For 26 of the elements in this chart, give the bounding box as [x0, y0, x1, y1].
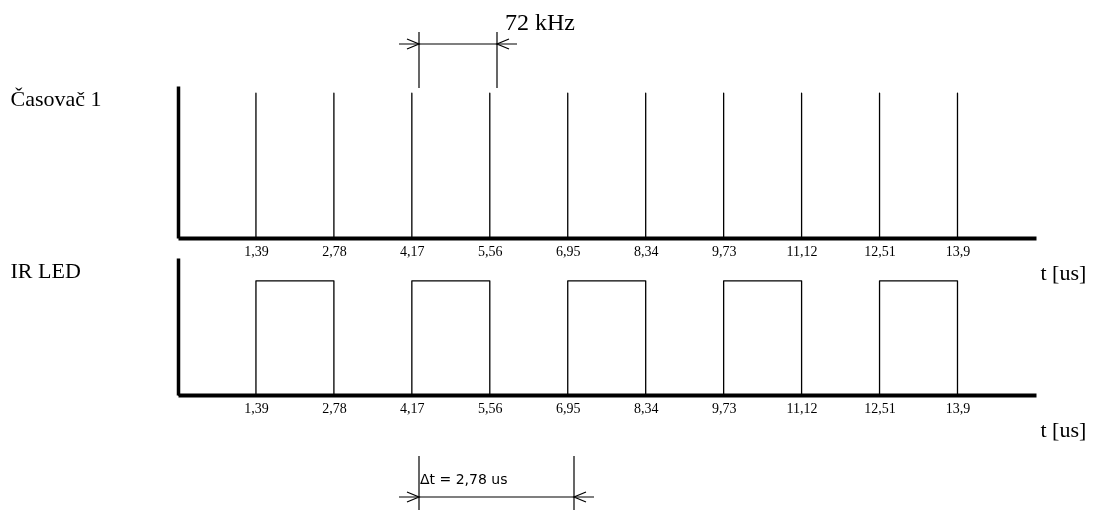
x-tick-label: 5,56	[478, 400, 503, 416]
x-tick-label: 9,73	[711, 400, 737, 416]
y-axis-title: Časovač 1	[10, 85, 102, 111]
x-tick-label: 1,39	[244, 243, 269, 259]
x-tick-label: 8,34	[633, 243, 659, 259]
x-tick-label: 12,51	[864, 243, 896, 259]
x-tick-label: 2,78	[322, 400, 347, 416]
x-tick-label: 11,12	[786, 243, 818, 259]
x-tick-label: 13,9	[945, 243, 971, 259]
x-tick-label: 2,78	[322, 243, 347, 259]
text: 72 kHz	[505, 9, 575, 35]
text: Δt = 2,78 us	[420, 471, 508, 487]
x-tick-label: 9,73	[711, 243, 737, 259]
x-tick-label: 6,95	[556, 243, 581, 259]
x-tick-label: 5,56	[478, 243, 503, 259]
x-axis-title: t [us]	[1040, 259, 1087, 285]
x-tick-label: 4,17	[400, 400, 425, 416]
x-tick-label: 1,39	[244, 400, 269, 416]
x-tick-label: 6,95	[556, 400, 581, 416]
x-tick-label: 4,17	[400, 243, 425, 259]
x-tick-label: 12,51	[864, 400, 896, 416]
x-tick-label: 11,12	[786, 400, 818, 416]
x-tick-label: 13,9	[945, 400, 971, 416]
x-tick-label: 8,34	[633, 400, 659, 416]
x-axis-title: t [us]	[1040, 416, 1087, 442]
y-axis-title: IR LED	[10, 257, 81, 283]
